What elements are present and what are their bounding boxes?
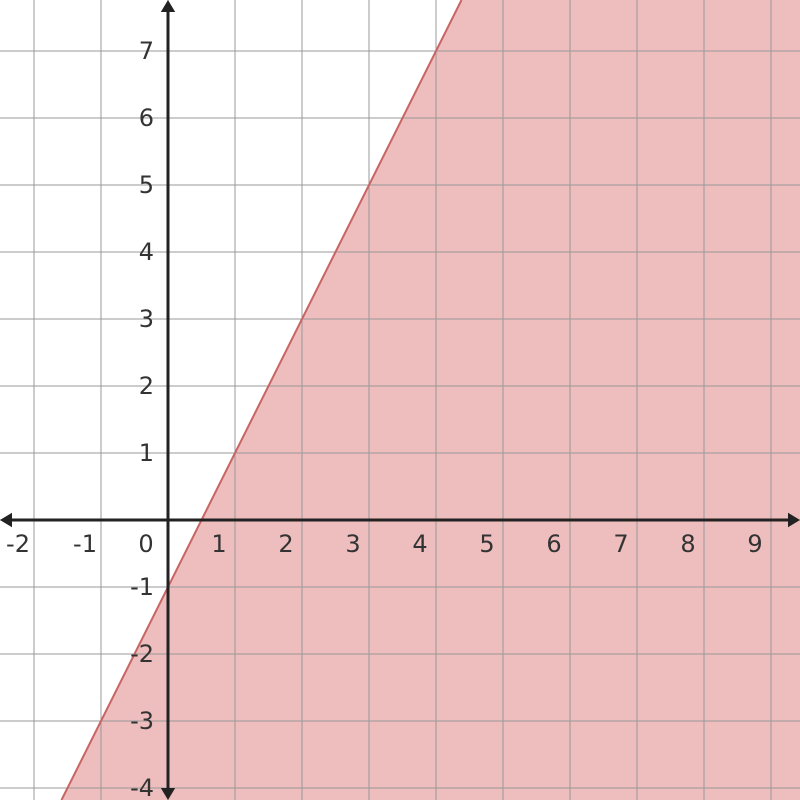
x-tick-label: 9 (747, 530, 762, 558)
shaded-region (62, 0, 800, 800)
y-tick-label: 5 (139, 171, 154, 199)
y-tick-label: 6 (139, 104, 154, 132)
y-axis-arrow-up (161, 0, 175, 12)
y-tick-label: -3 (130, 707, 154, 735)
x-tick-label: 3 (345, 530, 360, 558)
y-tick-label: 2 (139, 372, 154, 400)
y-tick-label: -2 (130, 640, 154, 668)
x-tick-label: 8 (680, 530, 695, 558)
x-tick-label: 5 (479, 530, 494, 558)
chart-svg: -2-10123456789-4-3-2-112345678 (0, 0, 800, 800)
y-tick-label: -4 (130, 774, 154, 800)
x-tick-label: 6 (546, 530, 561, 558)
y-tick-label: 7 (139, 37, 154, 65)
x-axis-arrow-left (0, 513, 12, 527)
x-tick-label: 7 (613, 530, 628, 558)
x-tick-label: 1 (211, 530, 226, 558)
y-tick-label: -1 (130, 573, 154, 601)
x-tick-label: -1 (73, 530, 97, 558)
y-tick-label: 3 (139, 305, 154, 333)
x-tick-label: 0 (138, 530, 153, 558)
y-tick-label: 4 (139, 238, 154, 266)
x-tick-label: 4 (412, 530, 427, 558)
x-tick-label: 2 (278, 530, 293, 558)
x-tick-label: -2 (6, 530, 30, 558)
inequality-chart: -2-10123456789-4-3-2-112345678 (0, 0, 800, 800)
y-tick-label: 1 (139, 439, 154, 467)
